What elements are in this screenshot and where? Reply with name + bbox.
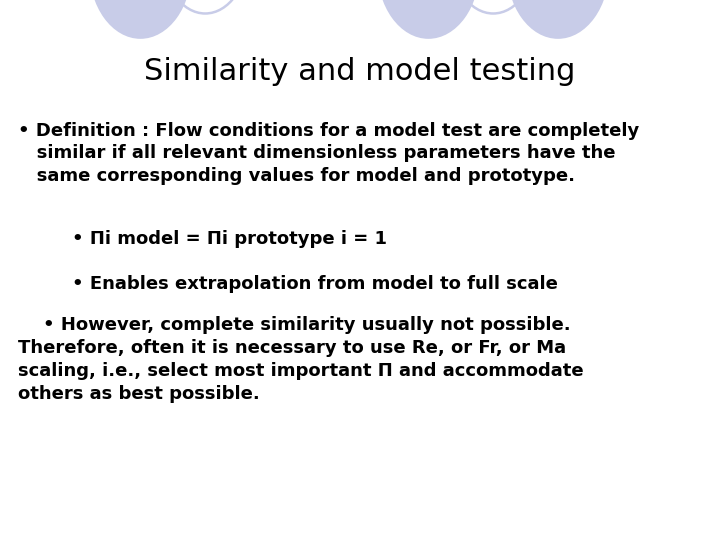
Ellipse shape	[90, 0, 191, 38]
Text: • Enables extrapolation from model to full scale: • Enables extrapolation from model to fu…	[72, 275, 558, 293]
Text: • However, complete similarity usually not possible.
Therefore, often it is nece: • However, complete similarity usually n…	[18, 316, 584, 403]
Text: • Definition : Flow conditions for a model test are completely
   similar if all: • Definition : Flow conditions for a mod…	[18, 122, 639, 185]
Ellipse shape	[378, 0, 479, 38]
Text: • Πi model = Πi prototype i = 1: • Πi model = Πi prototype i = 1	[72, 230, 387, 247]
Text: Similarity and model testing: Similarity and model testing	[144, 57, 576, 86]
Ellipse shape	[508, 0, 608, 38]
